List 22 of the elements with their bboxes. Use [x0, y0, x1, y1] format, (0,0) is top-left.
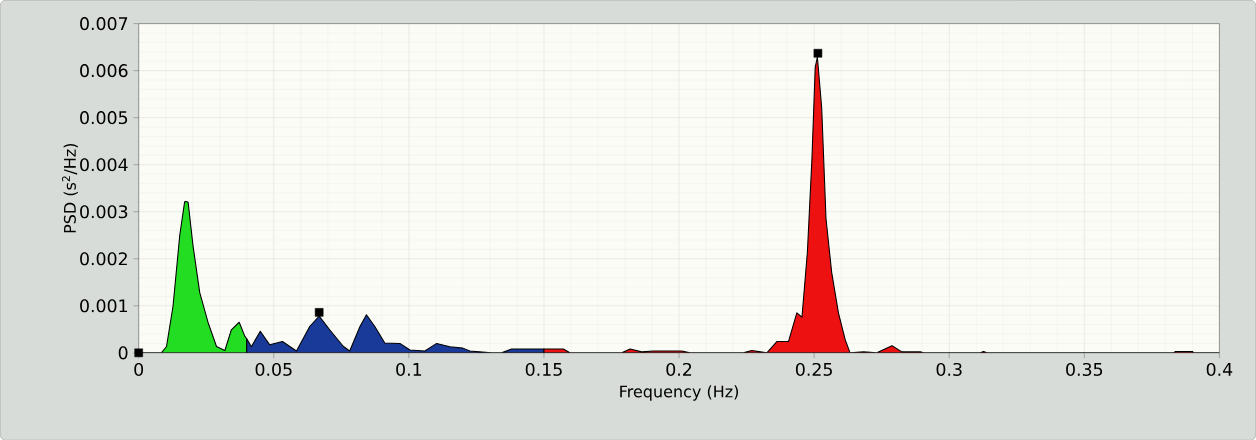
y-tick-label: 0.004 [80, 157, 128, 172]
y-tick-label: 0.005 [80, 110, 128, 125]
y-tick-label: 0.002 [80, 251, 127, 266]
x-tick-label: 0.4 [1206, 362, 1233, 376]
y-tick-label: 0.006 [80, 63, 128, 77]
x-tick-label: 0 [134, 362, 144, 376]
x-tick-label: 0.05 [255, 362, 292, 376]
y-tick-label: 0.007 [80, 16, 128, 30]
y-axis-title: PSD (s$^{2}$/Hz) [61, 143, 78, 233]
point [314, 307, 324, 317]
y-tick-label: 0.003 [80, 204, 128, 219]
point [134, 348, 143, 357]
y-tick-label: 0 [118, 346, 128, 360]
x-tick-label: 0.25 [795, 362, 832, 376]
x-tick-label: 0.15 [525, 362, 562, 376]
y-tick-label: 0.001 [80, 299, 128, 313]
x-tick-label: 0.2 [666, 362, 692, 376]
x-tick-label: 0.35 [1066, 362, 1103, 376]
x-tick-label: 0.3 [936, 362, 962, 376]
point [813, 48, 823, 58]
x-tick-label: 0.1 [396, 362, 422, 376]
x-axis-title: Frequency (Hz) [620, 384, 739, 401]
